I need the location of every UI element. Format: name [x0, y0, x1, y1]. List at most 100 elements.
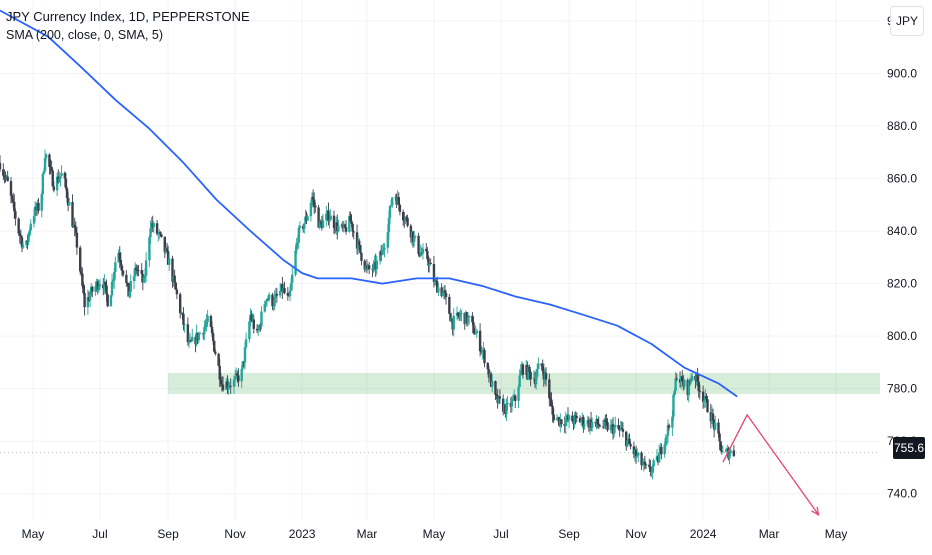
candle-down: [605, 421, 608, 423]
y-tick-label: 860.0: [887, 172, 917, 186]
candle-down: [229, 385, 232, 387]
sma-line: [0, 9, 738, 398]
candle-down: [718, 433, 721, 442]
y-tick-label: 740.0: [887, 487, 917, 501]
candle-up: [590, 422, 594, 428]
candle-down: [528, 366, 531, 372]
candle-up: [328, 219, 331, 222]
candle-down: [483, 349, 486, 364]
candle-up: [724, 449, 728, 452]
candle-down: [127, 282, 130, 297]
candle-up: [267, 294, 271, 300]
candle-down: [498, 396, 502, 399]
candle-down: [425, 248, 428, 251]
x-tick-label: 2024: [690, 527, 717, 541]
candle-down: [173, 275, 176, 283]
candle-up: [309, 202, 313, 217]
candle-up: [387, 217, 391, 233]
candle-up: [43, 157, 47, 171]
candle-up: [517, 387, 520, 401]
candle-down: [427, 258, 430, 266]
candle-down: [601, 426, 605, 428]
candle-down: [643, 461, 647, 465]
candle-up: [94, 285, 97, 292]
candle-down: [317, 207, 320, 228]
candle-up: [183, 324, 186, 326]
candle-up: [687, 380, 691, 396]
candle-up: [289, 283, 293, 291]
candle-up: [142, 277, 146, 283]
candle-up: [382, 249, 385, 251]
candle-down: [571, 415, 574, 422]
candle-up: [243, 347, 247, 363]
candle-down: [472, 322, 475, 334]
candle-down: [358, 240, 361, 246]
candle-up: [637, 452, 640, 456]
candle-down: [367, 265, 371, 270]
candle-up: [650, 471, 653, 473]
candle-down: [529, 371, 532, 380]
candle-up: [133, 267, 137, 277]
candle-down: [125, 274, 128, 283]
candles-group: [0, 149, 736, 480]
candle-down: [426, 250, 429, 259]
x-tick-label: Jul: [493, 527, 508, 541]
candle-up: [519, 370, 522, 376]
candle-up: [671, 416, 674, 428]
candle-down: [226, 381, 229, 388]
candle-up: [44, 154, 48, 158]
candle-up: [233, 376, 237, 380]
candle-up: [303, 223, 306, 229]
candle-down: [174, 282, 177, 290]
y-tick-label: 780.0: [887, 382, 917, 396]
projection-arrow-head: [811, 506, 820, 516]
y-tick-label: 900.0: [887, 67, 917, 81]
candle-down: [81, 273, 84, 286]
candle-up: [68, 202, 71, 206]
candle-up: [505, 403, 508, 415]
candle-up: [97, 286, 101, 290]
candle-down: [0, 162, 2, 170]
candle-up: [114, 262, 117, 272]
candle-down: [551, 406, 554, 415]
candle-down: [327, 210, 330, 222]
candle-down: [211, 333, 215, 341]
candle-down: [540, 363, 543, 366]
candle-up: [555, 418, 559, 421]
candle-down: [96, 281, 99, 290]
candle-up: [248, 321, 251, 340]
candle-up: [583, 424, 586, 427]
candle-down: [597, 424, 600, 426]
candle-up: [383, 247, 386, 250]
candle-down: [63, 172, 67, 179]
currency-button[interactable]: JPY: [890, 6, 924, 36]
candle-down: [163, 236, 166, 253]
candle-up: [626, 440, 629, 447]
candle-down: [137, 270, 140, 271]
candle-down: [344, 227, 348, 232]
candle-down: [432, 264, 436, 282]
candle-up: [297, 227, 301, 243]
candle-down: [717, 422, 720, 434]
chart-legend: JPY Currency Index, 1D, PEPPERSTONE SMA …: [6, 8, 250, 44]
candle-up: [111, 280, 115, 282]
candle-up: [690, 376, 694, 381]
candle-down: [9, 181, 13, 196]
candle-down: [578, 418, 582, 423]
candle-down: [266, 299, 270, 300]
candle-down: [121, 270, 125, 275]
candle-down: [135, 267, 138, 270]
candle-up: [388, 205, 392, 218]
candle-down: [440, 287, 443, 297]
support-zone: [168, 372, 880, 394]
candle-up: [28, 230, 31, 234]
y-tick-label: 800.0: [887, 329, 917, 343]
candle-down: [444, 293, 448, 297]
candle-down: [171, 258, 174, 282]
candle-down: [494, 381, 497, 395]
candle-down: [106, 294, 109, 307]
candle-up: [278, 291, 282, 296]
candle-down: [582, 417, 585, 427]
